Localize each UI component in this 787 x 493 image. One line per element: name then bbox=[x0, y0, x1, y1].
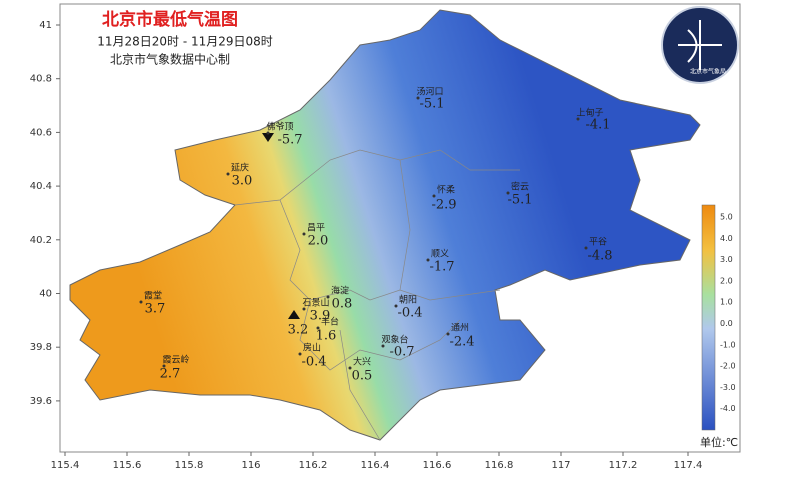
station-name: 石景山 bbox=[302, 298, 329, 309]
station-name: 平谷 bbox=[589, 237, 607, 248]
district-borders bbox=[234, 149, 520, 441]
station-value: 2.7 bbox=[160, 367, 181, 382]
y-tick-label: 40 bbox=[39, 289, 52, 300]
station-dot bbox=[226, 172, 230, 176]
subtitle: 11月28日20时 - 11月29日08时 bbox=[97, 35, 273, 49]
station-name: 霞云岭 bbox=[162, 354, 189, 366]
station-name: 房山 bbox=[303, 342, 321, 354]
station-value: 3.2 bbox=[288, 323, 309, 338]
logo-emblem bbox=[678, 20, 722, 70]
x-tick-label: 116.4 bbox=[361, 460, 390, 471]
logo-text: 北京市气象局 bbox=[690, 68, 726, 76]
station-value: -2.4 bbox=[449, 335, 474, 350]
station-dot bbox=[326, 295, 330, 299]
x-tick-label: 116.6 bbox=[423, 460, 452, 471]
station-name: 观象台 bbox=[381, 334, 408, 346]
x-tick-label: 115.4 bbox=[51, 460, 80, 471]
y-tick-label: 39.8 bbox=[30, 342, 52, 353]
station-name: 通州 bbox=[451, 323, 469, 334]
station-value: 2.0 bbox=[308, 234, 329, 249]
station-name: 怀柔 bbox=[437, 184, 455, 196]
station-value: -0.4 bbox=[397, 306, 422, 321]
station-value: -1.7 bbox=[429, 260, 454, 275]
subtitle: 北京市气象数据中心制 bbox=[110, 52, 230, 67]
station-dot bbox=[416, 96, 420, 100]
title: 北京市最低气温图 bbox=[102, 9, 238, 30]
color-bar-label: -1.0 bbox=[720, 340, 736, 349]
y-tick-label: 39.6 bbox=[30, 396, 52, 407]
station-name: 顺义 bbox=[431, 249, 449, 260]
station-name: 上甸子 bbox=[576, 107, 603, 119]
color-bar-label: -4.0 bbox=[720, 404, 736, 413]
color-bar-label: 2.0 bbox=[720, 276, 733, 285]
station-dot bbox=[302, 307, 306, 311]
x-tick-label: 117.2 bbox=[609, 460, 638, 471]
color-bar bbox=[701, 204, 716, 431]
y-tick-label: 40.8 bbox=[30, 74, 52, 85]
x-tick-label: 116 bbox=[241, 460, 260, 471]
station-value: -2.9 bbox=[431, 198, 456, 213]
color-bar-label: -3.0 bbox=[720, 383, 736, 392]
station-value: 3.0 bbox=[232, 174, 253, 189]
station-value: 3.9 bbox=[310, 309, 331, 324]
station-dot bbox=[576, 117, 580, 121]
station-dot bbox=[584, 246, 588, 250]
x-tick-label: 116.8 bbox=[485, 460, 514, 471]
station-value: -4.8 bbox=[587, 249, 612, 264]
station-dot bbox=[348, 366, 352, 370]
station-name: 密云 bbox=[511, 181, 529, 193]
unit-label: 单位:℃ bbox=[700, 435, 738, 449]
station-name: 汤河口 bbox=[416, 86, 443, 98]
station-value: -5.7 bbox=[277, 133, 302, 148]
station-value: -0.7 bbox=[389, 345, 414, 360]
station-value: 0.5 bbox=[352, 369, 373, 384]
station-value: -5.1 bbox=[507, 193, 532, 208]
station-value: -0.4 bbox=[301, 355, 326, 370]
station-dot bbox=[139, 300, 143, 304]
station-value: -5.1 bbox=[419, 97, 444, 112]
station-value: 3.7 bbox=[145, 302, 166, 317]
station-name: 朝阳 bbox=[399, 295, 417, 306]
color-bar-label: 3.0 bbox=[720, 255, 733, 264]
x-tick-label: 116.2 bbox=[299, 460, 328, 471]
station-value: 1.6 bbox=[316, 329, 337, 344]
station-dot bbox=[381, 344, 385, 348]
station-dot bbox=[162, 364, 166, 368]
station-dot bbox=[298, 352, 302, 356]
station-name: 延庆 bbox=[231, 162, 249, 174]
station-dot bbox=[506, 191, 510, 195]
color-bar-label: 5.0 bbox=[720, 213, 733, 222]
y-tick-label: 40.4 bbox=[30, 181, 52, 192]
x-tick-label: 117.4 bbox=[674, 460, 703, 471]
color-bar-label: 0.0 bbox=[720, 319, 733, 328]
x-tick-label: 115.8 bbox=[175, 460, 204, 471]
y-tick-label: 40.2 bbox=[30, 235, 52, 246]
station-dot bbox=[302, 232, 306, 236]
color-bar-label: 1.0 bbox=[720, 298, 733, 307]
beijing-region bbox=[69, 9, 701, 441]
x-tick-label: 115.6 bbox=[113, 460, 142, 471]
station-dot bbox=[446, 332, 450, 336]
y-tick-label: 40.6 bbox=[30, 127, 52, 138]
station-name: 昌平 bbox=[307, 223, 325, 234]
station-value: -4.1 bbox=[585, 118, 610, 133]
station-dot bbox=[426, 258, 430, 262]
station-name: 丰台 bbox=[321, 316, 339, 328]
station-name: 海淀 bbox=[331, 285, 349, 297]
station-name: 大兴 bbox=[353, 356, 371, 368]
station-dot bbox=[316, 326, 320, 330]
station-dot bbox=[394, 304, 398, 308]
station-name: 霞堂 bbox=[144, 290, 162, 302]
x-tick-label: 117 bbox=[551, 460, 570, 471]
color-bar-label: 4.0 bbox=[720, 234, 733, 243]
station-value: 0.8 bbox=[332, 297, 353, 312]
station-name: 佛爷顶 bbox=[266, 121, 293, 133]
station-marker bbox=[262, 133, 274, 142]
station-marker bbox=[288, 310, 300, 319]
y-tick-label: 41 bbox=[39, 20, 52, 31]
station-dot bbox=[266, 131, 270, 135]
color-bar-label: -2.0 bbox=[720, 362, 736, 371]
station-dot bbox=[432, 194, 436, 198]
